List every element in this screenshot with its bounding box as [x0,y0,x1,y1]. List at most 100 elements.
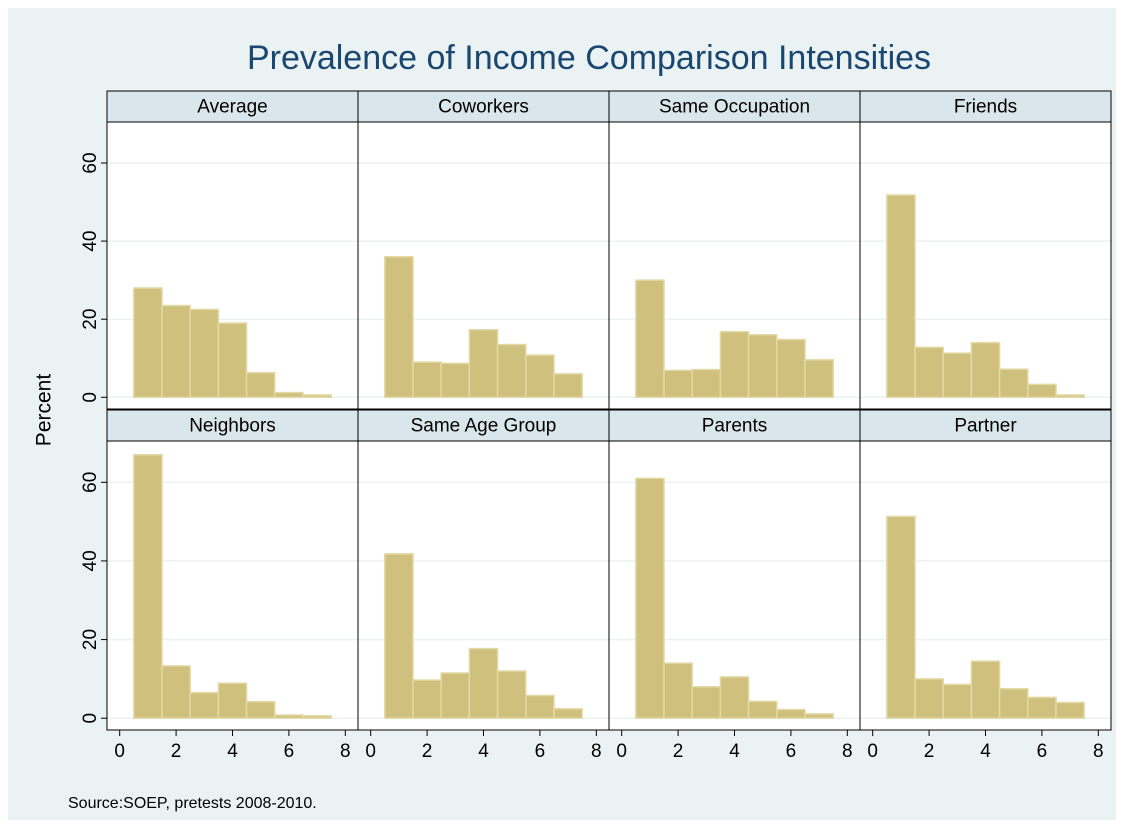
bar [886,194,916,399]
bar [468,647,499,719]
x-tick-label: 4 [227,741,238,762]
bar [635,279,665,399]
bar [998,687,1029,719]
panel-title: Same Age Group [411,416,557,437]
bar [942,683,973,719]
bar [776,338,806,399]
bar [719,330,750,399]
y-axis-label: Percent [33,374,56,447]
bar [302,394,332,399]
bar [161,665,191,719]
y-tick-label: 40 [80,550,101,571]
bar [1027,696,1057,719]
bar [914,346,944,399]
x-tick-label: 6 [535,741,546,762]
bar [691,368,722,399]
bar [525,354,555,399]
y-tick-label: 60 [80,152,101,173]
y-tick-label: 0 [80,713,101,724]
x-tick-label: 8 [1093,741,1104,762]
bar [1055,394,1085,399]
bar [412,679,442,719]
bar [302,715,332,719]
bar [719,676,750,719]
bar [245,371,276,399]
y-tick-label: 20 [80,629,101,650]
bar [468,328,499,399]
bar [970,341,1001,399]
bar [189,691,220,719]
panel-title: Same Occupation [659,97,810,118]
panel-title: Coworkers [438,97,529,118]
x-tick-label: 2 [171,741,182,762]
x-tick-label: 8 [842,741,853,762]
bar [274,391,304,399]
bar [217,322,248,399]
panel-strip [608,409,861,442]
x-tick-label: 6 [1037,741,1048,762]
bar [384,255,414,399]
bar [412,361,442,399]
panel-frame [859,121,1112,410]
x-tick-label: 8 [340,741,351,762]
bar [384,553,414,719]
x-tick-label: 0 [114,741,125,762]
bar [553,373,583,399]
panel-title: Partner [954,416,1017,437]
bar [747,334,778,399]
bar [914,678,944,719]
x-tick-label: 0 [616,741,627,762]
x-tick-label: 2 [673,741,684,762]
bar [189,308,220,399]
bar [161,304,191,399]
bar [496,670,527,719]
bar [886,515,916,719]
panel-strip [357,90,610,123]
bar [440,362,471,399]
x-tick-label: 2 [422,741,433,762]
x-tick-label: 6 [284,741,295,762]
bar [691,685,722,719]
bar [776,708,806,719]
bar [663,369,693,399]
bar [1027,383,1057,399]
bar [133,287,163,399]
bar [525,694,555,719]
panel-title: Average [197,97,267,118]
panel-title: Parents [702,416,767,437]
chart-title: Prevalence of Income Comparison Intensit… [247,39,931,77]
bar [1055,701,1085,719]
panel-strip [608,90,861,123]
x-tick-label: 4 [729,741,740,762]
panel-strip [106,409,359,442]
x-tick-label: 4 [980,741,991,762]
panel-strip [859,90,1112,123]
bar [217,682,248,719]
y-tick-label: 20 [80,309,101,330]
bar [553,708,583,719]
bar [747,700,778,719]
y-tick-label: 40 [80,231,101,252]
x-tick-label: 8 [591,741,602,762]
x-tick-label: 0 [365,741,376,762]
y-tick-label: 0 [80,392,101,403]
bar [440,672,471,719]
bar [496,343,527,399]
panel-title: Friends [954,97,1017,118]
x-tick-label: 0 [867,741,878,762]
bar [635,477,665,719]
bar [942,352,973,399]
bar [663,662,693,719]
panel-frame [859,440,1112,731]
bar [133,454,163,719]
bar [804,713,834,719]
panel-strip [859,409,1112,442]
bar [245,700,276,719]
bar [804,359,834,399]
bar [998,368,1029,399]
x-tick-label: 2 [924,741,935,762]
bar [970,660,1001,719]
x-tick-label: 4 [478,741,489,762]
bar [274,714,304,719]
source-note: Source:SOEP, pretests 2008-2010. [68,795,317,812]
